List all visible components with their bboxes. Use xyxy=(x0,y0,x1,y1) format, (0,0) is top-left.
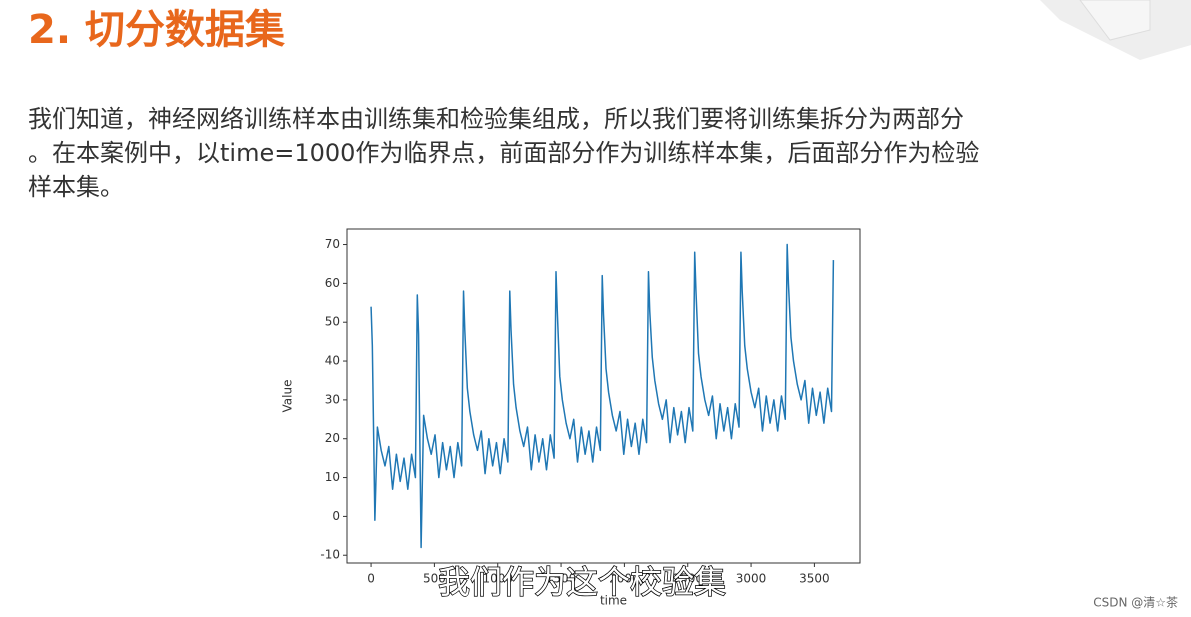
y-tick-label: 10 xyxy=(325,470,340,484)
plot-frame xyxy=(346,228,861,564)
paragraph-line: 我们知道，神经网络训练样本由训练集和检验集组成，所以我们要将训练集拆分为两部分 xyxy=(28,105,964,133)
x-tick-label: 3500 xyxy=(799,572,830,586)
paragraph-line: 样本集。 xyxy=(28,173,124,201)
y-tick-label: 60 xyxy=(325,276,340,290)
x-tick-label: 1000 xyxy=(482,572,513,586)
x-tick-label: 500 xyxy=(423,572,446,586)
caption: 我们作为这个校验集 xyxy=(438,563,726,601)
paragraph-line: 。在本案例中，以time=1000作为临界点，前面部分作为训练样本集，后面部分作… xyxy=(28,139,979,167)
y-tick-label: 70 xyxy=(325,237,340,251)
data-line xyxy=(370,243,835,549)
y-axis-label: Value xyxy=(281,380,295,413)
y-tick-label: 30 xyxy=(325,392,340,406)
x-tick-label: 0 xyxy=(367,572,375,586)
decoration xyxy=(1079,0,1151,41)
x-tick-label: 1500 xyxy=(546,572,577,586)
x-axis-label: time xyxy=(600,594,627,608)
chart: -10 0 10 20 30 40 50 60 70 0 500 1000 1500 2000 2500 30… xyxy=(281,228,861,608)
y-tick-label: 50 xyxy=(325,315,340,329)
y-tick-label: 20 xyxy=(325,431,340,445)
x-tick-label: 2500 xyxy=(672,572,703,586)
y-tick-label: 0 xyxy=(332,509,340,523)
watermark: CSDN @清☆茶 xyxy=(1093,595,1178,610)
title: 2. 切分数据集 xyxy=(28,7,285,53)
y-tick-label: 40 xyxy=(325,354,340,368)
x-tick-label: 2000 xyxy=(609,572,640,586)
y-tick-label: -10 xyxy=(320,548,340,562)
x-tick-label: 3000 xyxy=(736,572,767,586)
